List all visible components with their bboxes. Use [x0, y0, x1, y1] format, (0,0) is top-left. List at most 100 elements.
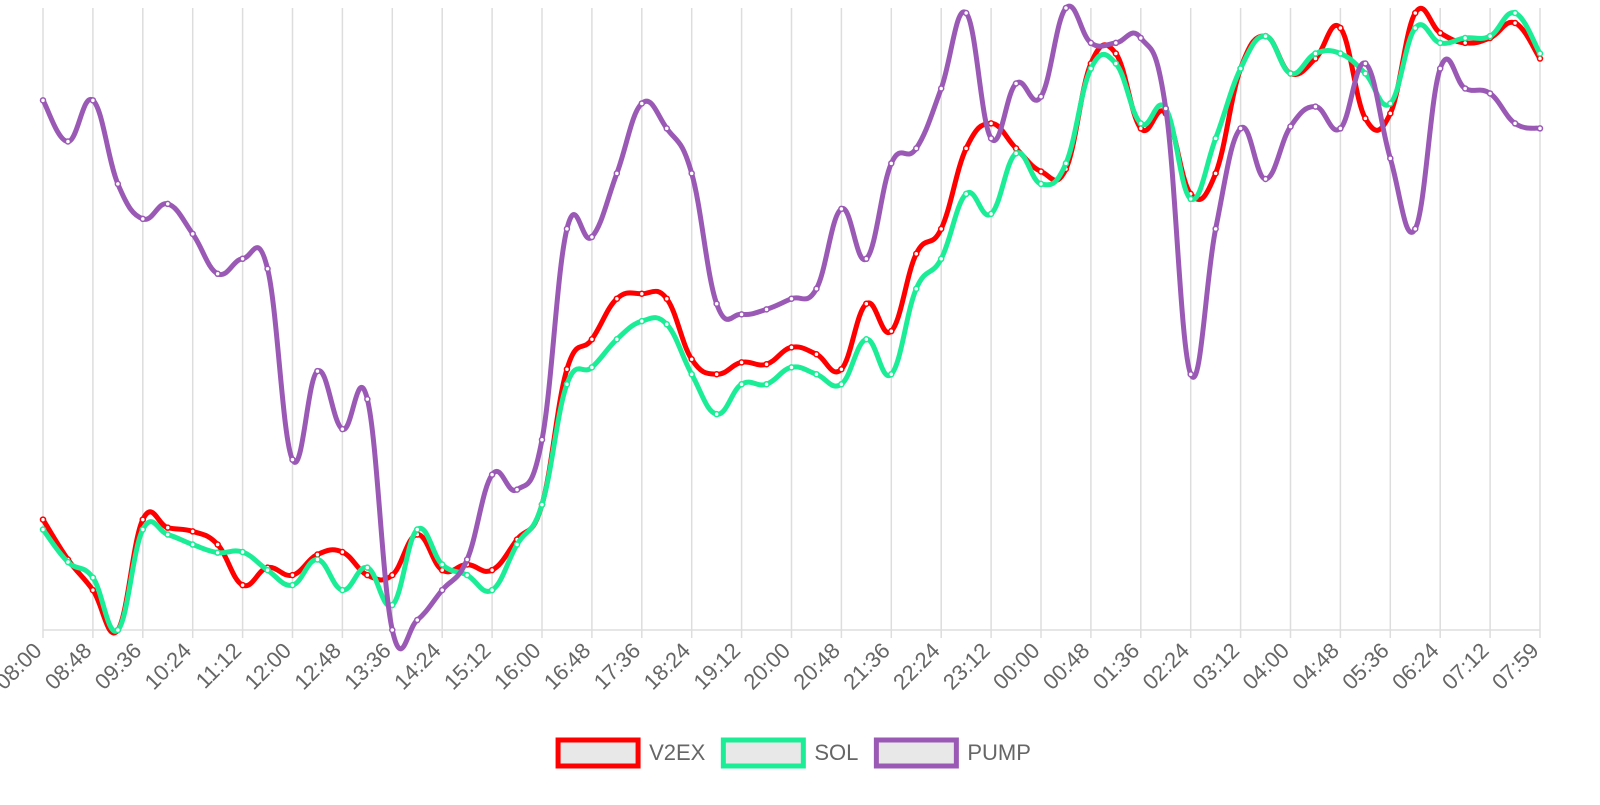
x-tick-label: 16:48 — [539, 638, 596, 695]
point — [863, 255, 870, 263]
point — [364, 571, 371, 579]
point — [1387, 100, 1394, 107]
point — [164, 524, 171, 531]
point — [663, 295, 670, 302]
point — [1037, 168, 1045, 175]
point — [1112, 50, 1120, 57]
point — [1536, 50, 1544, 57]
point — [613, 170, 621, 177]
point — [987, 135, 995, 142]
x-tick-label: 07:12 — [1437, 638, 1494, 695]
point — [89, 586, 97, 594]
point — [588, 364, 596, 371]
point — [962, 9, 970, 17]
point — [913, 285, 920, 292]
legend: V2EX SOL PUMP — [555, 737, 1031, 769]
point — [713, 410, 720, 418]
point — [663, 125, 670, 132]
point — [563, 225, 571, 233]
point — [139, 526, 147, 533]
x-tick-label: 12:00 — [239, 638, 296, 695]
point — [688, 170, 695, 177]
point — [114, 626, 122, 634]
point — [888, 370, 895, 378]
point — [1412, 9, 1419, 17]
point — [1287, 70, 1294, 77]
point — [1187, 370, 1194, 378]
point — [1337, 50, 1344, 57]
point — [1137, 120, 1145, 127]
point — [164, 531, 171, 538]
point — [364, 564, 371, 571]
point — [688, 370, 695, 378]
x-tick-label: 10:24 — [140, 638, 197, 695]
point — [1062, 160, 1070, 167]
point — [888, 160, 895, 167]
x-tick-label: 01:36 — [1088, 638, 1145, 695]
point — [1461, 34, 1469, 42]
point — [39, 516, 47, 523]
x-tick-label: 04:48 — [1287, 638, 1344, 695]
point — [713, 370, 720, 378]
x-tick-label: 23:12 — [938, 638, 995, 695]
point — [264, 265, 271, 273]
point — [638, 317, 646, 325]
point — [1511, 120, 1519, 127]
point — [1237, 125, 1244, 132]
legend-label: SOL — [814, 740, 858, 765]
point — [389, 571, 396, 579]
legend-swatch — [555, 737, 641, 769]
point — [139, 215, 147, 223]
point — [414, 526, 421, 533]
point — [1037, 93, 1045, 100]
point — [1012, 150, 1020, 157]
x-tick-label: 06:24 — [1387, 638, 1444, 695]
point — [613, 295, 621, 302]
point — [1062, 4, 1070, 12]
x-tick-label: 11:12 — [191, 638, 246, 693]
point — [1511, 9, 1519, 17]
point — [239, 581, 246, 589]
point — [638, 100, 646, 107]
point — [538, 501, 546, 508]
point — [364, 395, 371, 403]
point — [738, 380, 745, 388]
point — [588, 336, 596, 343]
point — [339, 425, 346, 433]
x-tick-label: 03:12 — [1188, 638, 1245, 695]
legend-swatch — [873, 737, 959, 769]
point — [863, 300, 870, 307]
point — [738, 311, 745, 318]
x-tick-label: 08:48 — [40, 638, 97, 695]
point — [239, 548, 246, 556]
point — [1337, 24, 1344, 32]
point — [1511, 19, 1519, 27]
point — [763, 360, 770, 368]
point — [813, 350, 820, 358]
point — [563, 380, 571, 388]
point — [1387, 155, 1394, 162]
point — [1112, 60, 1120, 67]
legend-label: PUMP — [967, 740, 1031, 765]
point — [788, 295, 795, 302]
point — [64, 558, 72, 566]
point — [1436, 65, 1444, 72]
point — [1087, 65, 1095, 72]
x-tick-label: 08:00 — [0, 638, 47, 695]
point — [987, 120, 995, 127]
x-tick-label: 04:00 — [1237, 638, 1294, 695]
point — [838, 365, 845, 373]
point — [613, 336, 621, 343]
point — [888, 327, 895, 335]
point — [139, 516, 147, 523]
point — [1212, 225, 1219, 233]
point — [1087, 39, 1095, 47]
point — [813, 285, 820, 292]
point — [289, 571, 296, 579]
point — [39, 97, 47, 104]
point — [1412, 225, 1419, 233]
x-tick-label: 00:00 — [988, 638, 1045, 695]
point — [438, 561, 446, 568]
point — [314, 367, 321, 375]
